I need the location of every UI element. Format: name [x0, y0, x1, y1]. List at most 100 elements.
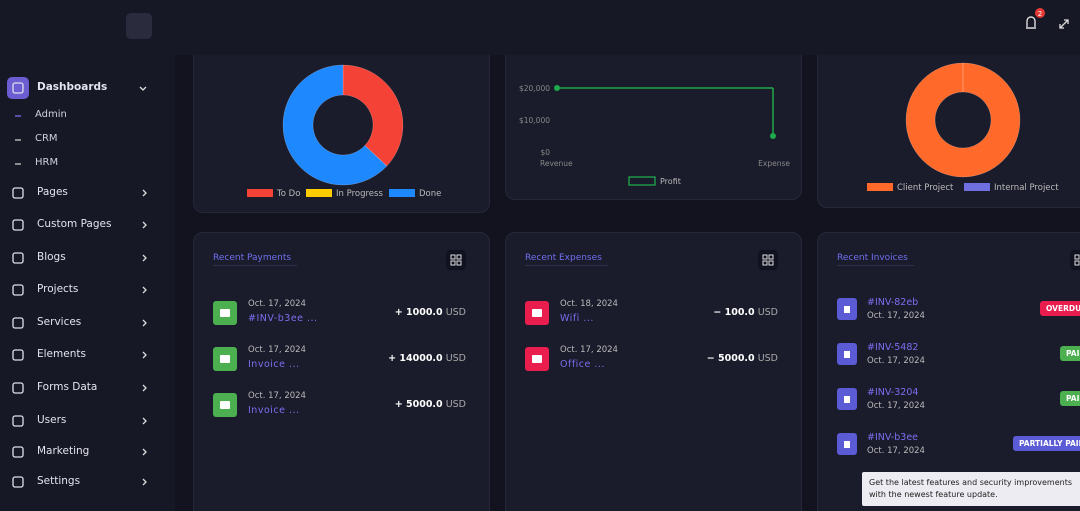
submenu-item[interactable]: CRM — [35, 133, 58, 144]
item-amount: + 5000.0 — [394, 399, 443, 410]
invoice-ref[interactable]: #INV-82eb — [867, 297, 919, 308]
legend-label: To Do — [276, 189, 300, 199]
grid-icon — [450, 254, 462, 266]
legend-swatch — [964, 183, 990, 191]
item-glyph — [532, 309, 542, 317]
x-tick-label: Revenue — [540, 159, 573, 168]
fullscreen-icon[interactable] — [1059, 19, 1069, 29]
menu-icon — [12, 187, 24, 199]
sidebar-icons — [7, 77, 147, 488]
donut-slice — [282, 64, 388, 186]
legend-swatch — [628, 176, 656, 186]
item-date: Oct. 17, 2024 — [248, 345, 306, 355]
chevron — [139, 86, 147, 91]
legend-swatch — [306, 189, 332, 197]
item-currency: USD — [445, 399, 466, 410]
sidebar — [0, 0, 175, 511]
chevron — [142, 286, 147, 294]
menu-item[interactable]: Forms Data — [37, 381, 98, 393]
chevron — [142, 478, 147, 486]
menu-toggle[interactable] — [126, 13, 152, 39]
amount-wrap: + 1000.0 USD — [395, 307, 466, 318]
item-ref[interactable]: #INV-b3ee ... — [248, 313, 318, 324]
menu-item[interactable]: Settings — [37, 475, 81, 487]
grid-icon — [1074, 254, 1080, 266]
header-icons: 2 — [1026, 8, 1069, 29]
card — [817, 35, 1080, 208]
menu-item[interactable]: Users — [37, 414, 67, 426]
item-ref[interactable]: Office ... — [560, 359, 605, 370]
legend-label: Internal Project — [994, 183, 1059, 193]
submenu-item[interactable]: HRM — [35, 157, 59, 168]
menu-item[interactable]: Elements — [37, 348, 86, 360]
legend-swatch — [867, 183, 893, 191]
chevron — [142, 254, 147, 262]
active-icon-bg — [7, 77, 29, 99]
menu-item[interactable]: Pages — [37, 186, 68, 198]
menu-item[interactable]: Custom Pages — [37, 218, 112, 230]
item-date: Oct. 17, 2024 — [560, 345, 618, 355]
invoice-ref[interactable]: #INV-5482 — [867, 342, 919, 353]
invoice-date: Oct. 17, 2024 — [867, 401, 925, 411]
y-tick-label: $20,000 — [519, 84, 550, 93]
menu-icon — [12, 219, 24, 231]
submenu-item[interactable]: Admin — [35, 109, 67, 120]
menu-icon — [12, 349, 24, 361]
item-amount: + 14000.0 — [388, 353, 443, 364]
donut-slice — [342, 64, 404, 167]
menu-icon — [12, 284, 24, 296]
invoice-ref[interactable]: #INV-3204 — [867, 387, 919, 398]
item-glyph — [844, 351, 850, 358]
amount-wrap: − 100.0 USD — [713, 307, 778, 318]
status-badge: PAID — [1060, 346, 1080, 361]
grid-icon — [762, 254, 774, 266]
menu-icon — [12, 317, 24, 329]
bell-icon[interactable] — [1026, 16, 1036, 29]
menu-item[interactable]: Services — [37, 316, 82, 328]
item-currency: USD — [757, 353, 778, 364]
item-glyph — [844, 306, 850, 313]
card — [505, 35, 802, 200]
item-date: Oct. 17, 2024 — [248, 391, 306, 401]
menu-icon — [12, 446, 24, 458]
chevron — [142, 417, 147, 425]
menu-item[interactable]: Projects — [37, 283, 79, 295]
y-tick-label: $0 — [540, 148, 550, 157]
item-amount: − 100.0 — [713, 307, 755, 318]
menu-item[interactable]: Dashboards — [37, 81, 108, 93]
chevron — [142, 448, 147, 456]
legend-swatch — [389, 189, 415, 197]
item-ref[interactable]: Wifi ... — [560, 313, 594, 324]
item-amount: + 1000.0 — [394, 307, 443, 318]
menu-item[interactable]: Marketing — [37, 445, 90, 457]
legend-label: Done — [419, 189, 441, 199]
item-currency: USD — [445, 353, 466, 364]
chevron — [142, 319, 147, 327]
item-currency: USD — [445, 307, 466, 318]
invoice-date: Oct. 17, 2024 — [867, 311, 925, 321]
card — [505, 232, 802, 511]
item-glyph — [220, 355, 230, 363]
legend-label: Client Project — [897, 183, 954, 193]
header-mask — [175, 0, 1080, 55]
menu-item[interactable]: Blogs — [37, 251, 66, 263]
item-ref[interactable]: Invoice ... — [248, 405, 300, 416]
grid-button — [1070, 250, 1080, 270]
chevron — [142, 384, 147, 392]
item-ref[interactable]: Invoice ... — [248, 359, 300, 370]
donut-slice — [905, 62, 1021, 178]
item-glyph — [532, 355, 542, 363]
invoice-ref[interactable]: #INV-b3ee — [867, 432, 919, 443]
menu-icon — [12, 252, 24, 264]
chevron — [142, 351, 147, 359]
badge-count: 2 — [1038, 10, 1042, 18]
card — [817, 232, 1080, 511]
item-glyph — [844, 396, 850, 403]
item-date: Oct. 18, 2024 — [560, 299, 618, 309]
item-date: Oct. 17, 2024 — [248, 299, 306, 309]
item-glyph — [220, 309, 230, 317]
menu-icon — [12, 415, 24, 427]
